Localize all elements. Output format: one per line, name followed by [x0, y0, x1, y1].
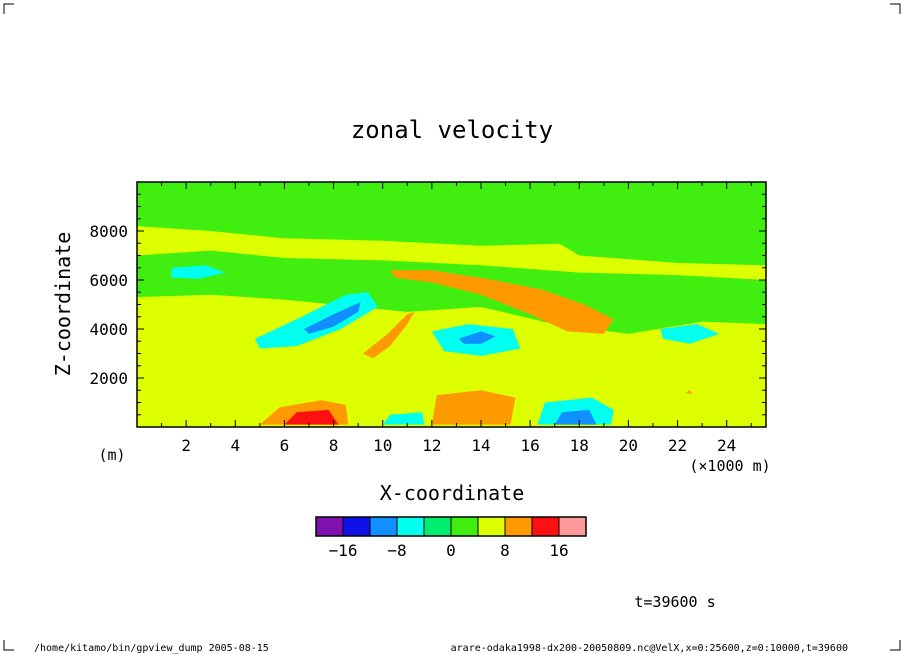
contour-region-5: [390, 270, 614, 334]
y-tick-label: 2000: [89, 369, 128, 388]
y-axis-label: Z-coordinate: [51, 232, 75, 377]
x-tick-label: 8: [329, 436, 339, 455]
corner-marks: [3, 3, 901, 651]
y-tick-labels: 2000 4000 6000 8000: [89, 222, 128, 388]
x-tick-label: 24: [717, 436, 736, 455]
colorbar-swatch: [423, 516, 452, 537]
contour-region-10: [458, 331, 496, 344]
contour-region-2: [137, 184, 766, 204]
colorbar-swatch: [450, 516, 479, 537]
contour-region-18: [554, 409, 597, 425]
x-tick-label: 12: [422, 436, 441, 455]
colorbar: [315, 516, 587, 537]
y-unit-label: (m): [98, 446, 125, 464]
y-tick-label: 6000: [89, 271, 128, 290]
x-unit-label: (×1000 m): [689, 457, 770, 475]
x-tick-label: 2: [181, 436, 191, 455]
contour-region-7: [254, 292, 378, 349]
contour-region-16: [382, 412, 425, 425]
x-tick-label: 20: [619, 436, 638, 455]
contour-region-3: [554, 233, 766, 266]
colorbar-swatch: [342, 516, 371, 537]
colorbar-swatch: [369, 516, 398, 537]
colorbar-swatch: [477, 516, 506, 537]
colorbar-swatch: [504, 516, 533, 537]
footer-info: arare-odaka1998-dx200-20050809.nc@VelX,x…: [451, 643, 848, 654]
x-tick-label: 4: [230, 436, 240, 455]
y-tick-label: 8000: [89, 222, 128, 241]
contour-region-19: [684, 390, 693, 394]
colorbar-swatch: [396, 516, 425, 537]
colorbar-swatch: [531, 516, 560, 537]
contour-region-0: [137, 226, 766, 280]
contour-regions: [137, 184, 766, 427]
contour-region-8: [304, 302, 361, 334]
x-tick-label: 14: [471, 436, 490, 455]
contour-region-6: [171, 265, 226, 279]
x-tick-label: 22: [668, 436, 687, 455]
contour-region-13: [284, 409, 339, 425]
contour-region-14: [431, 390, 516, 425]
colorbar-tick-labels: −16 −8 0 8 16: [329, 541, 569, 560]
x-tick-label: 18: [570, 436, 589, 455]
colorbar-frame: [315, 516, 587, 537]
y-tick-label: 4000: [89, 320, 128, 339]
x-tick-labels: 2 4 6 8 10 12 14 16 18 20 22 24: [181, 436, 736, 455]
colorbar-tick-label: 0: [446, 541, 456, 560]
colorbar-tick-label: −8: [387, 541, 406, 560]
colorbar-swatch: [315, 516, 344, 537]
x-tick-label: 16: [520, 436, 539, 455]
footer-path: /home/kitamo/bin/gpview_dump 2005-08-15: [34, 643, 269, 654]
contour-region-15: [363, 311, 415, 359]
colorbar-swatch: [558, 516, 587, 537]
contour-region-11: [660, 324, 720, 344]
x-tick-label: 6: [280, 436, 290, 455]
colorbar-tick-label: 16: [549, 541, 568, 560]
colorbar-tick-label: 8: [500, 541, 510, 560]
time-label: t=39600 s: [634, 593, 715, 611]
axis-ticks: [137, 182, 766, 427]
chart-title: zonal velocity: [351, 116, 553, 144]
x-tick-label: 10: [373, 436, 392, 455]
x-axis-label: X-coordinate: [380, 481, 525, 505]
colorbar-tick-label: −16: [329, 541, 358, 560]
